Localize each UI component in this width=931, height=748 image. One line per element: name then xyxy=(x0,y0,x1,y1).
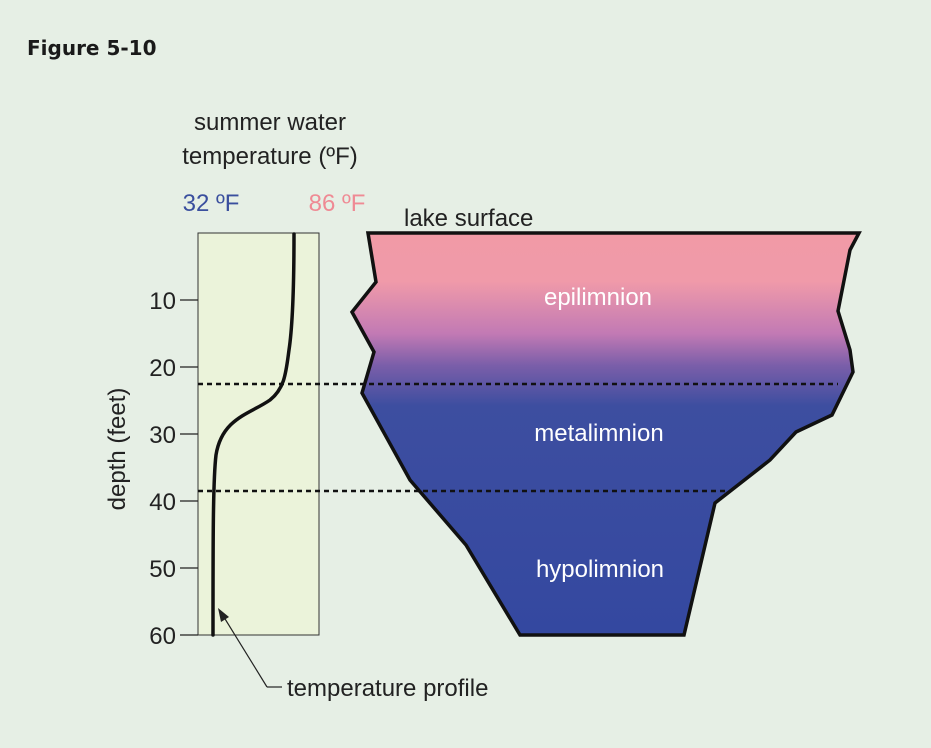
hypolimnion-label: hypolimnion xyxy=(536,556,664,583)
y-tick-label: 10 xyxy=(149,288,176,315)
y-tick-label: 50 xyxy=(149,556,176,583)
figure-label: Figure 5-10 xyxy=(27,36,157,60)
chart-title-line1: summer water xyxy=(194,109,346,136)
epilimnion-label: epilimnion xyxy=(544,284,652,311)
x-max-label: 86 ºF xyxy=(309,190,366,217)
profile-pointer-arrowhead xyxy=(218,608,229,622)
temperature-plot-area xyxy=(197,232,320,636)
chart-title-line2: temperature (ºF) xyxy=(182,143,357,170)
y-axis-title: depth (feet) xyxy=(104,388,131,511)
lake-cross-section xyxy=(349,231,862,637)
y-tick-label: 20 xyxy=(149,355,176,382)
y-tick-label: 30 xyxy=(149,422,176,449)
y-axis: 10 20 30 40 50 60 xyxy=(149,288,198,650)
profile-pointer-line xyxy=(221,613,268,688)
y-tick-label: 40 xyxy=(149,489,176,516)
temperature-profile-curve xyxy=(211,232,296,637)
y-tick-label: 60 xyxy=(149,623,176,650)
x-min-label: 32 ºF xyxy=(183,190,240,217)
metalimnion-label: metalimnion xyxy=(534,420,663,447)
temperature-profile-label: temperature profile xyxy=(287,675,488,702)
lake-surface-label: lake surface xyxy=(404,205,533,232)
